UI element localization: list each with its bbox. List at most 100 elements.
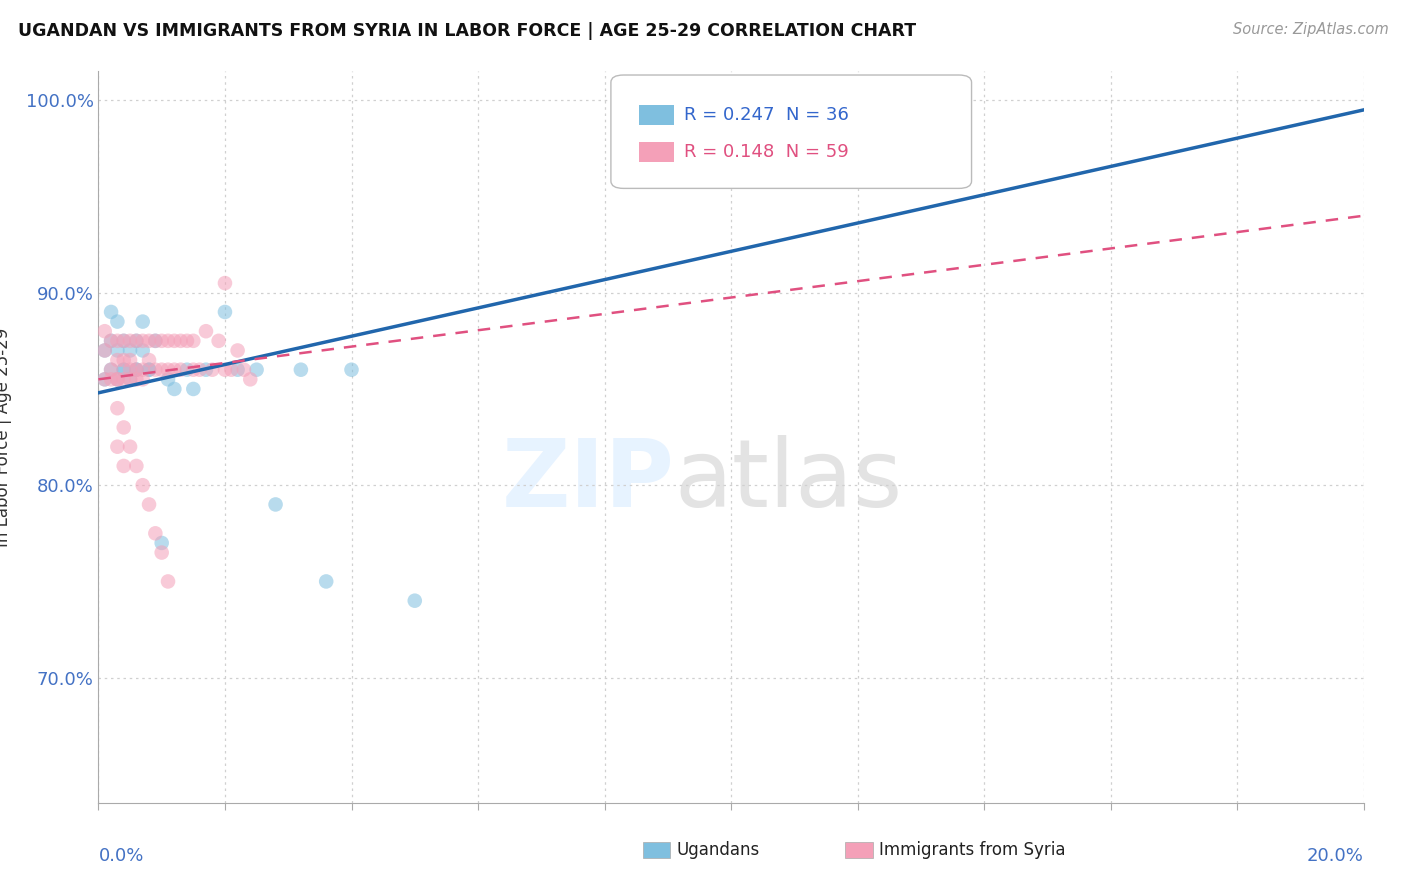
Point xyxy=(125,372,148,386)
Point xyxy=(100,334,122,348)
Point xyxy=(233,362,256,376)
Point xyxy=(132,372,155,386)
Point xyxy=(107,343,129,358)
Point xyxy=(208,334,231,348)
Point xyxy=(169,334,191,348)
Point xyxy=(145,362,166,376)
Point xyxy=(188,362,211,376)
Point xyxy=(107,334,129,348)
Point xyxy=(138,353,160,368)
Point xyxy=(404,593,426,607)
Bar xyxy=(845,841,873,858)
Point xyxy=(125,362,148,376)
Point xyxy=(183,382,205,396)
Point xyxy=(112,334,135,348)
Point xyxy=(100,372,122,386)
Point xyxy=(132,478,155,492)
Point xyxy=(93,343,117,358)
Point xyxy=(163,382,186,396)
Point xyxy=(150,334,173,348)
Point xyxy=(157,372,180,386)
Point xyxy=(125,458,148,473)
Point xyxy=(107,372,129,386)
Point xyxy=(125,334,148,348)
Point xyxy=(93,372,117,386)
Text: R = 0.247  N = 36: R = 0.247 N = 36 xyxy=(685,106,849,124)
Point xyxy=(138,334,160,348)
Point xyxy=(201,362,224,376)
Text: atlas: atlas xyxy=(675,435,903,527)
Point xyxy=(125,362,148,376)
Point xyxy=(100,362,122,376)
Point xyxy=(107,440,129,454)
Point xyxy=(315,574,337,589)
Point xyxy=(93,372,117,386)
Point xyxy=(219,362,243,376)
Point xyxy=(112,362,135,376)
Text: Ugandans: Ugandans xyxy=(676,840,761,859)
Point xyxy=(120,372,141,386)
Point xyxy=(145,334,166,348)
Point xyxy=(214,305,236,319)
Y-axis label: In Labor Force | Age 25-29: In Labor Force | Age 25-29 xyxy=(0,327,11,547)
Point xyxy=(125,334,148,348)
Point xyxy=(138,362,160,376)
Point xyxy=(176,334,198,348)
Point xyxy=(157,362,180,376)
Point xyxy=(120,353,141,368)
Point xyxy=(107,353,129,368)
Point xyxy=(163,362,186,376)
FancyBboxPatch shape xyxy=(610,75,972,188)
Point xyxy=(239,372,262,386)
Point xyxy=(93,324,117,338)
Point xyxy=(100,362,122,376)
Text: Source: ZipAtlas.com: Source: ZipAtlas.com xyxy=(1233,22,1389,37)
Point xyxy=(107,315,129,329)
Point xyxy=(132,334,155,348)
Point xyxy=(107,372,129,386)
Point xyxy=(132,343,155,358)
Point xyxy=(120,334,141,348)
Point xyxy=(132,362,155,376)
Point xyxy=(150,536,173,550)
Text: 20.0%: 20.0% xyxy=(1308,847,1364,865)
Point xyxy=(120,440,141,454)
Text: UGANDAN VS IMMIGRANTS FROM SYRIA IN LABOR FORCE | AGE 25-29 CORRELATION CHART: UGANDAN VS IMMIGRANTS FROM SYRIA IN LABO… xyxy=(18,22,917,40)
Point xyxy=(340,362,363,376)
Point xyxy=(120,362,141,376)
Point xyxy=(107,401,129,416)
Point xyxy=(163,334,186,348)
Point xyxy=(214,276,236,290)
Point xyxy=(214,362,236,376)
Text: R = 0.148  N = 59: R = 0.148 N = 59 xyxy=(685,143,849,161)
Bar xyxy=(638,142,675,162)
Point xyxy=(138,498,160,512)
Point xyxy=(157,334,180,348)
Point xyxy=(176,362,198,376)
Point xyxy=(112,334,135,348)
Point xyxy=(194,324,218,338)
Point xyxy=(290,362,312,376)
Point xyxy=(125,362,148,376)
Text: Immigrants from Syria: Immigrants from Syria xyxy=(879,840,1066,859)
Point xyxy=(226,343,249,358)
Point xyxy=(120,372,141,386)
Point xyxy=(657,161,679,175)
Point xyxy=(226,362,249,376)
Point xyxy=(138,362,160,376)
Point xyxy=(169,362,191,376)
Point xyxy=(264,498,287,512)
Point xyxy=(112,458,135,473)
Point xyxy=(183,334,205,348)
Point xyxy=(183,362,205,376)
Point xyxy=(145,334,166,348)
Point xyxy=(150,545,173,559)
Text: 0.0%: 0.0% xyxy=(98,847,143,865)
Point xyxy=(145,526,166,541)
Point xyxy=(120,343,141,358)
Point xyxy=(157,574,180,589)
Point xyxy=(150,362,173,376)
Point xyxy=(112,372,135,386)
Point xyxy=(100,334,122,348)
Bar xyxy=(638,105,675,126)
